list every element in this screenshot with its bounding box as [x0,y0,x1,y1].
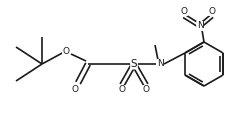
Text: N: N [157,59,163,68]
Text: O: O [209,6,216,15]
Text: O: O [181,6,187,15]
Text: N: N [197,22,203,30]
Text: O: O [143,86,150,95]
Text: O: O [71,84,79,94]
Text: S: S [131,59,137,69]
Text: O: O [119,86,125,95]
Text: O: O [62,46,69,55]
